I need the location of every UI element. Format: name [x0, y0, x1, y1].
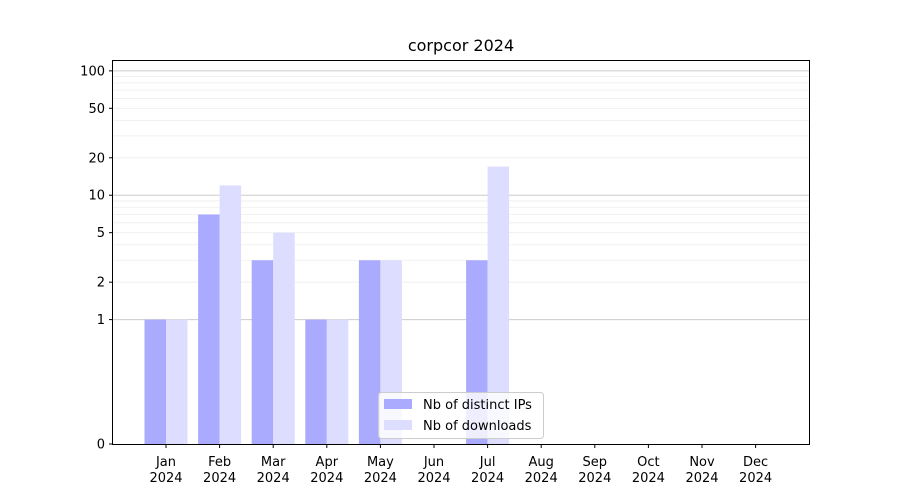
bar-downloads: [273, 232, 295, 444]
bar-distinct-ips: [198, 214, 220, 444]
x-tick-label-year: 2024: [203, 471, 236, 486]
legend-swatch: [384, 399, 412, 409]
y-tick-label: 0: [97, 438, 105, 453]
legend-label: Nb of downloads: [423, 419, 532, 434]
legend-box: [378, 392, 544, 439]
x-tick-label-month: Oct: [637, 455, 659, 470]
bar-distinct-ips: [251, 260, 274, 444]
bar-downloads: [219, 185, 242, 444]
x-tick-label-month: Sep: [583, 455, 608, 470]
x-tick-label-month: Jan: [155, 455, 176, 470]
x-tick-label-year: 2024: [632, 471, 665, 486]
legend-label: Nb of distinct IPs: [423, 398, 532, 413]
x-tick-label-year: 2024: [685, 471, 718, 486]
x-tick-label-year: 2024: [149, 471, 182, 486]
legend: Nb of distinct IPs Nb of downloads: [378, 392, 544, 439]
bar-distinct-ips: [305, 319, 327, 444]
x-tick-label-month: Feb: [208, 455, 231, 470]
bar-downloads: [326, 319, 349, 444]
x-tick-label-year: 2024: [739, 471, 772, 486]
legend-swatch: [384, 420, 412, 430]
x-tick-label-month: Jul: [479, 455, 496, 470]
chart-title: corpcor 2024: [408, 36, 514, 55]
y-tick-label: 5: [97, 226, 105, 241]
y-tick-label: 50: [88, 102, 105, 117]
x-tick-label-month: Mar: [261, 455, 286, 470]
x-tick-label-year: 2024: [257, 471, 290, 486]
y-tick-label: 10: [88, 189, 105, 204]
x-tick-label-year: 2024: [471, 471, 504, 486]
bar-downloads: [166, 319, 188, 444]
x-tick-label-month: Aug: [529, 455, 554, 470]
bar-downloads: [487, 166, 510, 444]
x-tick-label-month: Jun: [423, 455, 444, 470]
x-tick-label-month: Dec: [743, 455, 768, 470]
y-tick-label: 2: [97, 276, 105, 291]
x-tick-label-year: 2024: [364, 471, 397, 486]
x-axis: Jan2024Feb2024Mar2024Apr2024May2024Jun20…: [149, 444, 772, 486]
bar-distinct-ips: [144, 319, 166, 444]
x-tick-label-month: Apr: [316, 455, 339, 470]
bar-distinct-ips: [358, 260, 381, 444]
x-tick-label-year: 2024: [578, 471, 611, 486]
plot-frame: [112, 60, 810, 445]
x-tick-label-month: Nov: [689, 455, 715, 470]
y-tick-label: 100: [80, 64, 105, 79]
x-tick-label-year: 2024: [310, 471, 343, 486]
x-tick-label-month: May: [367, 455, 394, 470]
y-tick-label: 20: [88, 151, 105, 166]
y-tick-label: 1: [97, 313, 105, 328]
y-axis: 0 1 2 5 10 20 50 100: [80, 64, 113, 453]
x-tick-label-year: 2024: [525, 471, 558, 486]
x-tick-label-year: 2024: [417, 471, 450, 486]
